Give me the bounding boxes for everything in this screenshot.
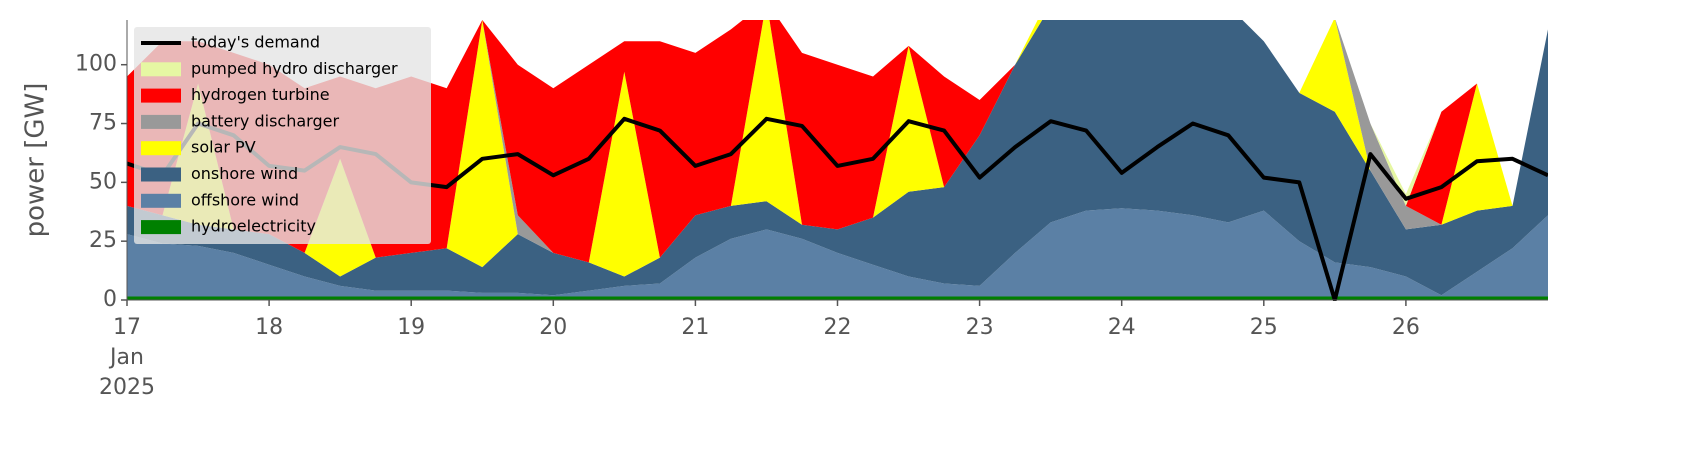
- legend-swatch: [141, 114, 181, 129]
- x-tick-label: 17: [113, 315, 141, 340]
- y-tick-label: 100: [75, 52, 117, 77]
- area: [127, 296, 1548, 300]
- legend-label: solar PV: [191, 138, 256, 157]
- legend-label: today's demand: [191, 33, 320, 52]
- x-tick-label: 19: [397, 315, 425, 340]
- x-tick-label: 23: [966, 315, 994, 340]
- y-tick-label: 25: [89, 228, 117, 253]
- y-tick-label: 0: [103, 287, 117, 312]
- x-tick-label: 18: [255, 315, 283, 340]
- area: [127, 20, 1548, 263]
- legend-label: hydrogen turbine: [191, 85, 330, 104]
- x-tick-label: 20: [539, 315, 567, 340]
- legend-swatch: [141, 220, 181, 235]
- x-tick-label: 22: [824, 315, 852, 340]
- area: [127, 20, 1548, 296]
- y-axis-label: power [GW]: [21, 83, 51, 238]
- plot-area: [127, 20, 1548, 301]
- x-tick-label: 25: [1250, 315, 1278, 340]
- legend-label: pumped hydro discharger: [191, 59, 398, 78]
- legend-swatch: [141, 62, 181, 77]
- legend-label: hydroelectricity: [191, 217, 316, 236]
- y-tick-label: 50: [89, 169, 117, 194]
- x-tick-label: 24: [1108, 315, 1136, 340]
- x-tick-label: Jan: [108, 345, 144, 370]
- legend-label: battery discharger: [191, 111, 339, 130]
- legend-label: offshore wind: [191, 190, 299, 209]
- x-tick-label: 26: [1392, 315, 1420, 340]
- x-tick-label: 21: [681, 315, 709, 340]
- legend-swatch: [141, 193, 181, 208]
- area: [127, 208, 1548, 297]
- y-tick-label: 75: [89, 111, 117, 136]
- x-tick-label: 2025: [99, 375, 155, 400]
- area: [127, 20, 1548, 277]
- legend-swatch: [141, 141, 181, 156]
- legend-box: [134, 27, 431, 244]
- legend-label: onshore wind: [191, 164, 298, 183]
- legend-swatch: [141, 167, 181, 182]
- legend-swatch: [141, 88, 181, 103]
- legend: today's demand pumped hydro discharger hyd…: [134, 27, 431, 244]
